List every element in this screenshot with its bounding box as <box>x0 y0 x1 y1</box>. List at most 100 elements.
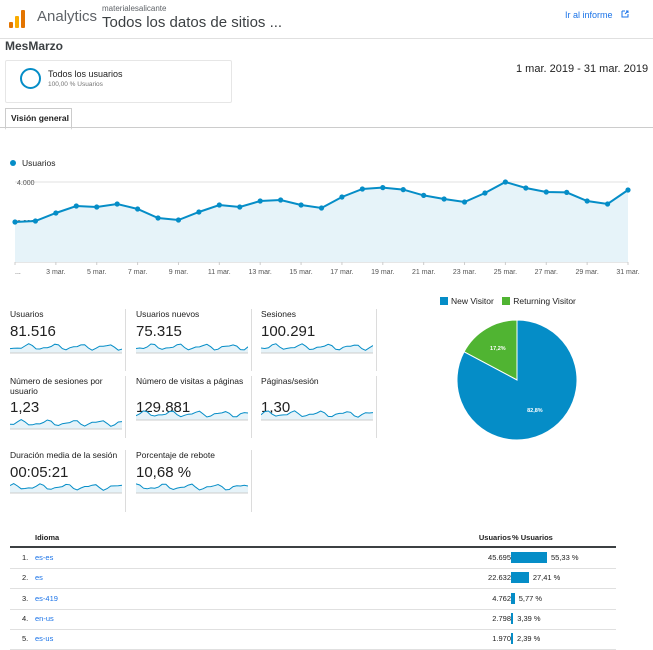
data-point[interactable] <box>564 189 570 195</box>
legend-new-visitor[interactable]: New Visitor <box>440 296 494 306</box>
analytics-logo-icon[interactable] <box>9 9 25 29</box>
sparkline-line <box>10 483 122 491</box>
data-point[interactable] <box>543 189 549 195</box>
metric-label: Número de sesiones por usuario <box>10 376 103 396</box>
metric-card[interactable]: Usuarios nuevos 75.315 <box>136 309 252 371</box>
x-tick-label: 7 mar. <box>128 269 148 276</box>
legend-returning-visitor[interactable]: Returning Visitor <box>502 296 576 306</box>
goto-report-link[interactable]: Ir al informe <box>565 10 629 20</box>
slice-new-visitor[interactable] <box>456 319 578 441</box>
row-index: 1. <box>22 553 29 562</box>
series-area <box>15 182 628 262</box>
metric-value: 129.881 <box>136 399 191 416</box>
pie-legend: New Visitor Returning Visitor <box>440 296 576 306</box>
data-point[interactable] <box>114 201 120 207</box>
data-point[interactable] <box>625 187 631 193</box>
metric-card[interactable]: Páginas/sesión 1,30 <box>261 376 377 438</box>
data-point[interactable] <box>12 219 18 225</box>
metric-label: Usuarios <box>10 309 44 319</box>
data-point[interactable] <box>421 192 427 198</box>
x-tick-label: 3 mar. <box>46 269 66 276</box>
series-legend-label[interactable]: Usuarios <box>22 158 56 168</box>
header-language[interactable]: Idioma <box>35 533 60 542</box>
row-index: 3. <box>22 593 29 603</box>
series-legend-dot <box>10 160 16 166</box>
data-point[interactable] <box>278 197 284 203</box>
metric-card[interactable]: Duración media de la sesión 00:05:21 <box>10 450 126 512</box>
data-point[interactable] <box>502 179 508 185</box>
date-range-picker[interactable]: 1 mar. 2019 - 31 mar. 2019 <box>516 63 649 75</box>
users-share-bar <box>511 552 547 563</box>
top-bar: Analytics materialesalicante Todos los d… <box>0 0 653 39</box>
data-point[interactable] <box>196 209 202 215</box>
language-link[interactable]: es-es <box>35 553 54 562</box>
metric-value: 10,68 % <box>136 464 192 481</box>
segment-circle-icon <box>20 68 41 89</box>
data-point[interactable] <box>482 190 488 196</box>
users-line-chart[interactable]: 4.0002.000...3 mar.5 mar.7 mar.9 mar.11 … <box>0 170 653 280</box>
visitor-type-pie-chart[interactable]: 17,2% 82,8% <box>455 318 580 443</box>
data-point[interactable] <box>359 186 365 192</box>
table-row: 2. es 22.632 27,41 % <box>10 568 616 590</box>
data-point[interactable] <box>237 204 243 210</box>
data-point[interactable] <box>604 201 611 207</box>
new-visitor-label: New Visitor <box>451 296 494 306</box>
y-tick-label: 4.000 <box>17 180 35 187</box>
metric-label: Duración media de la sesión <box>10 450 118 460</box>
sparkline-line <box>136 410 248 418</box>
users-share-bar <box>511 633 513 645</box>
users-share-bar <box>511 592 515 604</box>
data-point[interactable] <box>257 198 263 204</box>
x-tick-label: 15 mar. <box>289 269 312 276</box>
header-users-pct[interactable]: % Usuarios <box>512 533 553 542</box>
language-link[interactable]: en-us <box>35 613 54 623</box>
language-link[interactable]: es-us <box>35 634 54 644</box>
sparkline-line <box>261 410 373 418</box>
data-point[interactable] <box>339 194 345 200</box>
data-point[interactable] <box>400 187 406 193</box>
metric-card[interactable]: Número de visitas a páginas 129.881 <box>136 376 252 438</box>
account-name[interactable]: materialesalicante <box>102 4 167 13</box>
data-point[interactable] <box>53 210 59 216</box>
property-selector[interactable]: Todos los datos de sitios ... <box>102 14 283 31</box>
new-visitor-swatch <box>440 297 448 305</box>
metric-sparkline <box>10 483 122 494</box>
metric-card[interactable]: Usuarios 81.516 <box>10 309 126 371</box>
data-point[interactable] <box>584 198 590 204</box>
data-point[interactable] <box>216 202 222 208</box>
x-tick-label: 23 mar. <box>453 269 476 276</box>
segment-card[interactable]: Todos los usuarios 100,00 % Usuarios <box>5 60 232 103</box>
table-row: 3. es-419 4.762 5,77 % <box>10 589 616 610</box>
tab-overview-label: Visión general <box>11 113 69 123</box>
external-link-icon <box>621 10 629 18</box>
segment-percentage: 100,00 % Usuarios <box>48 81 103 88</box>
report-title: MesMarzo <box>5 39 64 53</box>
tab-overview[interactable]: Visión general <box>5 108 72 130</box>
data-point[interactable] <box>298 202 304 208</box>
x-tick-label: 5 mar. <box>87 269 107 276</box>
returning-visitor-label: Returning Visitor <box>513 296 576 306</box>
table-row: 1. es-es 45.695 55,33 % <box>10 548 616 569</box>
data-point[interactable] <box>73 203 79 209</box>
data-point[interactable] <box>461 199 468 205</box>
header-users[interactable]: Usuarios <box>478 533 511 542</box>
metric-card[interactable]: Número de sesiones por usuario 1,23 <box>10 376 126 438</box>
data-point[interactable] <box>523 185 529 191</box>
data-point[interactable] <box>135 206 141 212</box>
row-index: 2. <box>22 573 29 583</box>
language-link[interactable]: es <box>35 573 43 583</box>
data-point[interactable] <box>380 185 386 191</box>
metric-card[interactable]: Porcentaje de rebote 10,68 % <box>136 450 252 512</box>
data-point[interactable] <box>175 217 182 223</box>
row-index: 5. <box>22 634 29 644</box>
slice-returning-visitor[interactable] <box>463 319 518 381</box>
data-point[interactable] <box>155 215 161 221</box>
metric-label: Páginas/sesión <box>261 376 319 386</box>
language-link[interactable]: es-419 <box>35 593 58 603</box>
metric-card[interactable]: Sesiones 100.291 <box>261 309 377 371</box>
data-point[interactable] <box>441 196 447 202</box>
x-tick-label: 9 mar. <box>169 269 189 276</box>
data-point[interactable] <box>318 205 325 211</box>
data-point[interactable] <box>94 204 100 210</box>
data-point[interactable] <box>32 218 39 224</box>
